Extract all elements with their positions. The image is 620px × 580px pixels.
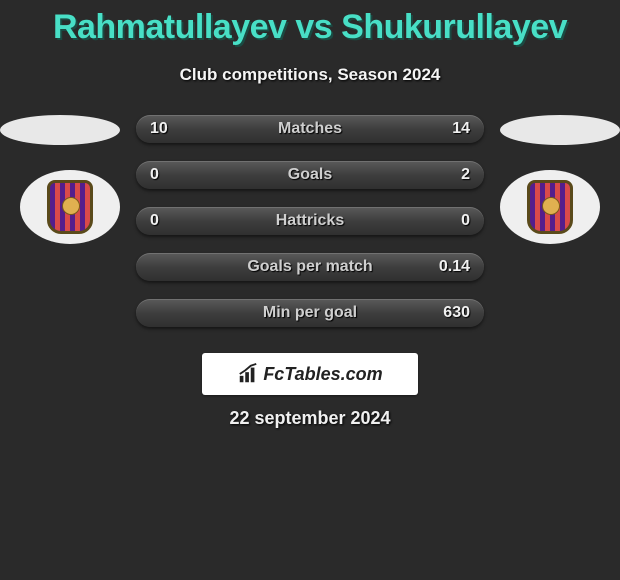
stat-rows: 10 Matches 14 0 Goals 2 0 Hattricks 0 Go… xyxy=(136,115,484,345)
stat-right-value: 14 xyxy=(434,120,470,138)
club-badge-right xyxy=(500,170,600,244)
stat-row-goals-per-match: Goals per match 0.14 xyxy=(136,253,484,281)
stat-label: Goals xyxy=(186,166,434,184)
stat-label: Min per goal xyxy=(186,304,434,322)
branding-text: FcTables.com xyxy=(263,364,382,385)
comparison-title: Rahmatullayev vs Shukurullayev xyxy=(0,0,620,47)
badge-oval-left xyxy=(20,170,120,244)
comparison-subtitle: Club competitions, Season 2024 xyxy=(0,65,620,85)
stat-right-value: 630 xyxy=(434,304,470,322)
branding-box[interactable]: FcTables.com xyxy=(202,353,418,395)
stat-right-value: 2 xyxy=(434,166,470,184)
player-avatar-left xyxy=(0,115,120,145)
stat-row-min-per-goal: Min per goal 630 xyxy=(136,299,484,327)
stat-row-matches: 10 Matches 14 xyxy=(136,115,484,143)
comparison-main: 10 Matches 14 0 Goals 2 0 Hattricks 0 Go… xyxy=(0,115,620,345)
stat-right-value: 0 xyxy=(434,212,470,230)
stat-label: Matches xyxy=(186,120,434,138)
stat-left-value: 0 xyxy=(150,166,186,184)
stat-label: Hattricks xyxy=(186,212,434,230)
stat-left-value: 10 xyxy=(150,120,186,138)
club-badge-left xyxy=(20,170,120,244)
stat-label: Goals per match xyxy=(186,258,434,276)
player-avatar-right xyxy=(500,115,620,145)
bar-chart-icon xyxy=(237,363,259,385)
club-shield-icon xyxy=(47,180,93,234)
stat-row-goals: 0 Goals 2 xyxy=(136,161,484,189)
stat-row-hattricks: 0 Hattricks 0 xyxy=(136,207,484,235)
date-line: 22 september 2024 xyxy=(0,408,620,429)
stat-right-value: 0.14 xyxy=(434,258,470,276)
badge-oval-right xyxy=(500,170,600,244)
club-shield-icon xyxy=(527,180,573,234)
stat-left-value: 0 xyxy=(150,212,186,230)
